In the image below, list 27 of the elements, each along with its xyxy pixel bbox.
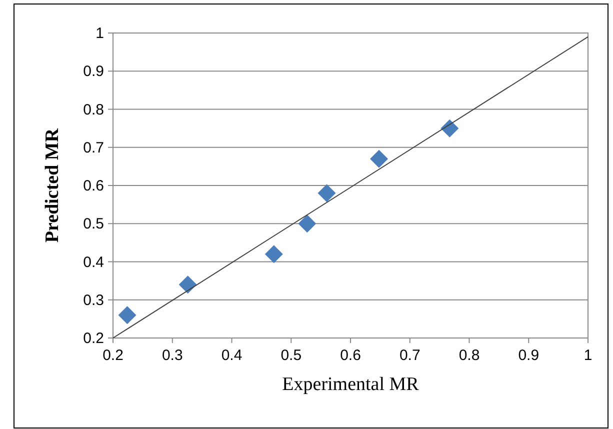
y-tick-label: 0.8: [83, 101, 104, 118]
x-tick-label: 0.2: [102, 347, 124, 364]
x-tick-label: 1: [584, 347, 592, 364]
y-tick-label: 0.5: [83, 216, 104, 233]
point: [440, 119, 459, 138]
x-tick-label: 0.8: [458, 347, 480, 364]
y-tick-label: 0.4: [83, 254, 104, 271]
y-tick-label: 1: [96, 25, 104, 42]
x-tick-label: 0.9: [518, 347, 540, 364]
x-tick-label: 0.6: [340, 347, 361, 364]
x-tick-label: 0.7: [399, 347, 420, 364]
x-tick-label: 0.5: [280, 347, 302, 364]
point: [178, 276, 197, 294]
y-tick-label: 0.6: [83, 178, 104, 194]
y-tick-label: 0.2: [83, 330, 104, 347]
y-tick-label: 0.7: [83, 139, 104, 156]
point: [264, 245, 283, 264]
x-axis-title: Experimental MR: [282, 374, 420, 395]
point: [298, 214, 316, 233]
point: [370, 150, 388, 168]
x-tick-label: 0.4: [221, 347, 242, 364]
x-tick-label: 0.3: [162, 347, 183, 364]
point: [118, 306, 136, 324]
point: [318, 184, 336, 202]
y-tick-label: 0.3: [83, 292, 104, 309]
y-tick-label: 0.9: [83, 63, 104, 80]
y-axis-title: Predicted MR: [42, 128, 63, 243]
